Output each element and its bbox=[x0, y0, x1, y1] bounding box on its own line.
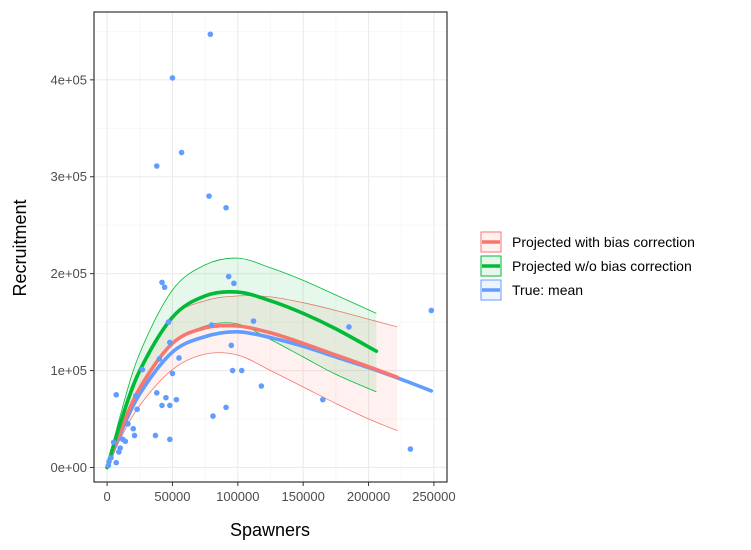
data-point bbox=[167, 339, 173, 346]
data-point bbox=[231, 280, 237, 287]
data-point bbox=[206, 193, 212, 199]
y-tick-label: 4e+05 bbox=[50, 72, 87, 87]
x-tick-label: 150000 bbox=[281, 489, 324, 504]
y-tick-label: 1e+05 bbox=[50, 363, 87, 378]
data-point bbox=[156, 356, 163, 362]
data-point bbox=[125, 421, 131, 427]
x-axis: 0 50000 100000 150000 200000 250000 bbox=[103, 482, 456, 504]
panel-border bbox=[93, 11, 448, 483]
data-point bbox=[139, 366, 146, 373]
data-point bbox=[173, 396, 180, 403]
data-point bbox=[165, 319, 172, 325]
data-point bbox=[169, 370, 176, 377]
data-point bbox=[223, 204, 229, 211]
data-point bbox=[153, 390, 160, 396]
data-point bbox=[407, 446, 414, 452]
x-tick-label: 100000 bbox=[216, 489, 259, 504]
data-point bbox=[225, 273, 232, 280]
data-point bbox=[159, 279, 165, 286]
x-tick-label: 50000 bbox=[154, 489, 190, 504]
data-point bbox=[258, 383, 265, 389]
data-point bbox=[167, 402, 173, 409]
data-point bbox=[319, 396, 326, 403]
line-with-bias-correction bbox=[105, 323, 400, 470]
data-point bbox=[110, 439, 117, 446]
data-point bbox=[159, 402, 165, 409]
legend-label-true-mean: True: mean bbox=[512, 282, 583, 298]
data-point bbox=[131, 432, 138, 439]
band-lower-with-bias-correction bbox=[106, 352, 398, 468]
data-point bbox=[133, 392, 139, 399]
y-tick-label: 3e+05 bbox=[50, 169, 87, 184]
data-point bbox=[428, 307, 435, 314]
grid-lines bbox=[94, 12, 447, 482]
data-point bbox=[208, 322, 215, 328]
data-point bbox=[223, 404, 229, 411]
y-tick-label: 0e+00 bbox=[50, 460, 87, 475]
data-point bbox=[113, 391, 120, 398]
x-tick-label: 0 bbox=[103, 489, 110, 504]
data-point bbox=[105, 462, 112, 469]
legend: Projected with bias correction Projected … bbox=[480, 231, 695, 301]
data-point bbox=[161, 284, 168, 291]
band-without-bias-correction bbox=[107, 258, 377, 468]
x-tick-label: 250000 bbox=[412, 489, 455, 504]
data-point bbox=[116, 449, 122, 455]
y-axis-title: Recruitment bbox=[10, 199, 30, 296]
data-point bbox=[250, 318, 257, 324]
data-point bbox=[207, 31, 214, 38]
data-point bbox=[163, 394, 169, 401]
line-without-bias-correction bbox=[105, 289, 379, 470]
y-axis: 0e+00 1e+05 2e+05 3e+05 4e+05 bbox=[50, 72, 94, 475]
legend-label-with-bias-correction: Projected with bias correction bbox=[512, 234, 695, 250]
data-point bbox=[169, 75, 176, 81]
data-point bbox=[113, 459, 120, 466]
scatter-points bbox=[105, 31, 435, 469]
x-axis-title: Spawners bbox=[230, 520, 310, 540]
data-point bbox=[167, 436, 173, 443]
data-point bbox=[152, 432, 159, 439]
data-point bbox=[346, 324, 352, 330]
y-tick-label: 2e+05 bbox=[50, 266, 87, 281]
band-upper-without-bias-correction bbox=[106, 257, 377, 468]
data-point bbox=[229, 367, 236, 374]
data-point bbox=[153, 163, 160, 169]
data-point bbox=[238, 367, 245, 374]
data-point bbox=[228, 342, 235, 349]
legend-label-without-bias-correction: Projected w/o bias correction bbox=[512, 258, 692, 274]
data-point bbox=[176, 355, 182, 361]
data-point bbox=[210, 413, 216, 419]
data-point bbox=[134, 406, 140, 413]
x-tick-label: 200000 bbox=[347, 489, 390, 504]
data-point bbox=[178, 149, 185, 156]
data-point bbox=[130, 425, 137, 432]
data-point bbox=[122, 438, 129, 445]
